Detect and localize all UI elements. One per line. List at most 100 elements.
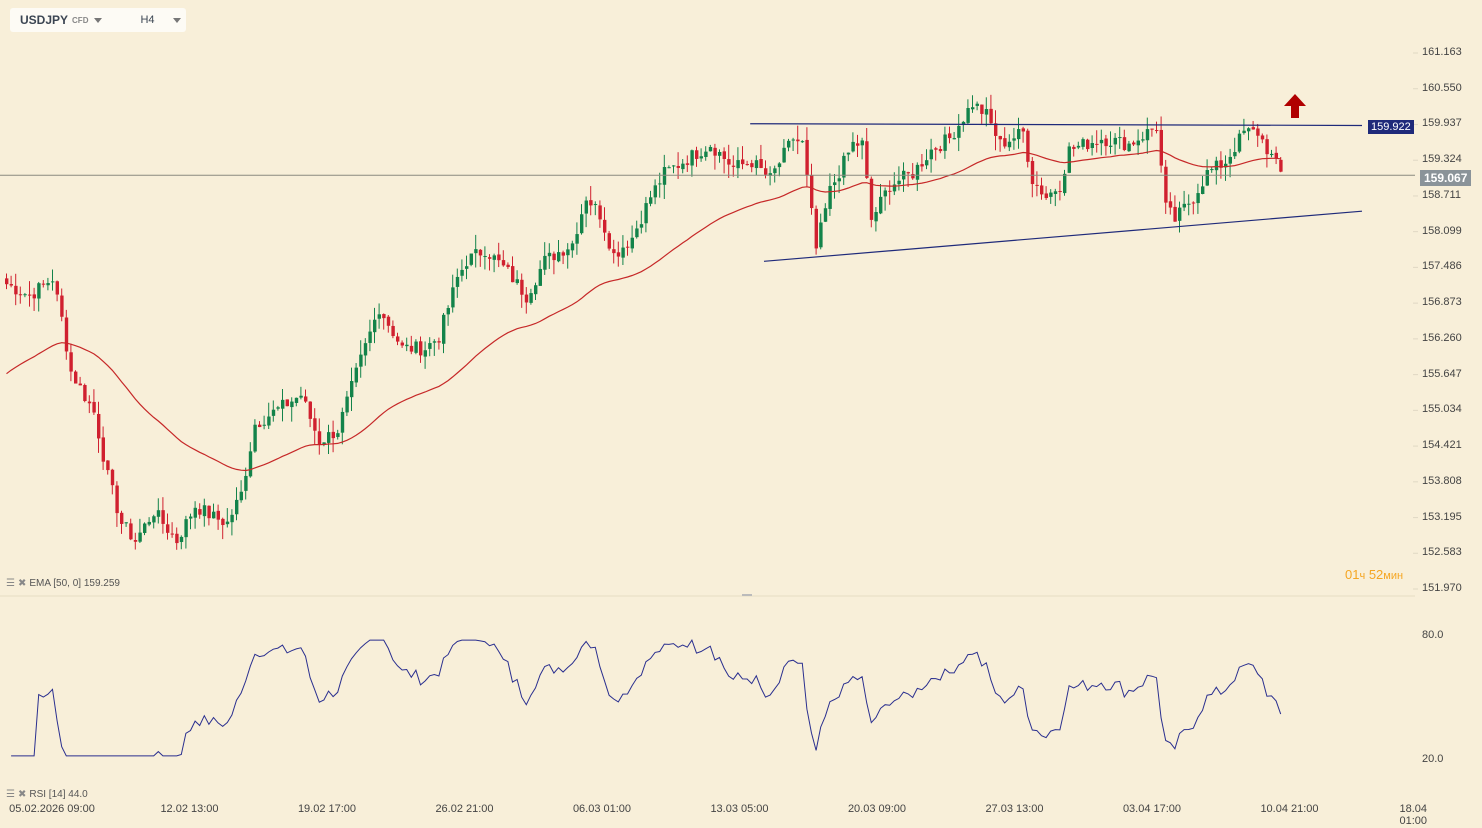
close-icon[interactable]: ✖ [17,789,27,800]
candle-body [787,140,791,148]
time-tick-label: 10.04 21:00 [1260,803,1319,815]
candle-body [313,418,317,431]
candle-body [239,491,243,501]
price-tick-label: 157.486 [1422,260,1462,273]
candle-body [396,336,400,342]
candle-body [699,156,703,159]
candle-body [455,276,460,287]
price-tick-label: 154.421 [1422,439,1462,452]
candle-body [258,424,262,428]
candle-body [1007,141,1012,148]
candle-body [391,325,395,337]
candle-body [580,214,584,234]
timeframe-dropdown-icon[interactable] [172,17,181,23]
candle-body [156,510,161,517]
candle-body [1118,137,1122,139]
candle-body [1233,152,1237,157]
candle-body [764,168,768,175]
up-arrow-icon [1284,94,1306,118]
candle-body [685,163,690,165]
candle-body [1076,145,1081,148]
candle-body [1030,160,1035,185]
candle-body [262,424,266,426]
candle-body [639,224,644,228]
candle-body [570,243,575,251]
ema-label: EMA [50, 0] 159.259 [29,578,120,589]
candle-body [235,499,239,515]
candle-body [207,505,211,519]
candle-body [253,424,257,452]
candle-body [681,163,685,170]
candle-body [796,139,800,142]
price-tick-label: 160.550 [1422,81,1462,94]
candle-body [1040,185,1044,195]
candle-body [998,136,1002,140]
candle-body [225,521,230,525]
symbol-name[interactable]: USDJPY [20,13,69,27]
support-line [763,210,1363,262]
candle-body [78,383,82,386]
candle-body [704,151,708,157]
candle-body [966,108,970,123]
candle-body [147,521,151,525]
candle-body [810,175,814,209]
candle-body [750,163,754,168]
candle-body [1205,170,1209,186]
candle-body [883,190,887,197]
candle-body [920,164,924,167]
candle-body [414,341,418,353]
time-tick-label: 20.03 09:00 [847,803,907,815]
time-tick-label: 03.04 17:00 [1122,803,1182,815]
candle-body [492,255,496,260]
candle-body [828,185,832,209]
candle-body [860,140,864,146]
symbol-dropdown-icon[interactable] [94,17,103,23]
candle-body [1026,130,1030,162]
candle-body [515,279,519,284]
settings-icon[interactable]: ☰ [6,578,15,589]
candle-body [478,249,483,256]
candle-body [120,512,124,524]
price-tick-label: 159.937 [1422,117,1462,130]
ema-legend: ☰ ✖ EMA [50, 0] 159.259 [6,578,120,589]
candle-body [607,233,611,249]
candle-body [101,437,105,462]
close-icon[interactable]: ✖ [17,578,27,589]
candle-body [561,252,565,256]
candle-body [386,316,391,326]
candle-body [1159,129,1163,166]
candle-body [718,151,722,156]
candle-body [741,159,745,165]
candle-body [1242,130,1246,134]
candle-body [1136,140,1140,146]
candle-body [911,174,915,179]
candle-body [1247,128,1251,132]
candle-body [851,141,855,152]
candle-body [759,158,763,169]
candle-body [506,264,510,268]
candle-body [83,384,87,401]
candle-body [248,451,253,477]
candle-body [400,342,404,346]
candle-body [202,505,207,517]
candle-body [244,475,248,491]
candle-body [377,314,381,319]
candle-body [552,253,556,261]
candle-body [980,104,984,114]
candle-body [327,432,331,443]
candle-body [55,281,59,295]
candle-body [304,396,308,402]
current-price-tag: 159.067 [1420,170,1472,186]
candle-body [989,108,993,124]
candle-body [32,294,36,299]
candle-body [1049,192,1053,197]
candle-body [18,294,23,296]
candle-body [1044,193,1048,199]
price-tick-label: 156.260 [1422,331,1462,344]
candle-body [814,208,818,249]
timeframe-value[interactable]: H4 [140,14,155,26]
rsi-tick-label: 20.0 [1422,753,1444,765]
candle-body [175,533,179,544]
settings-icon[interactable]: ☰ [6,789,15,800]
